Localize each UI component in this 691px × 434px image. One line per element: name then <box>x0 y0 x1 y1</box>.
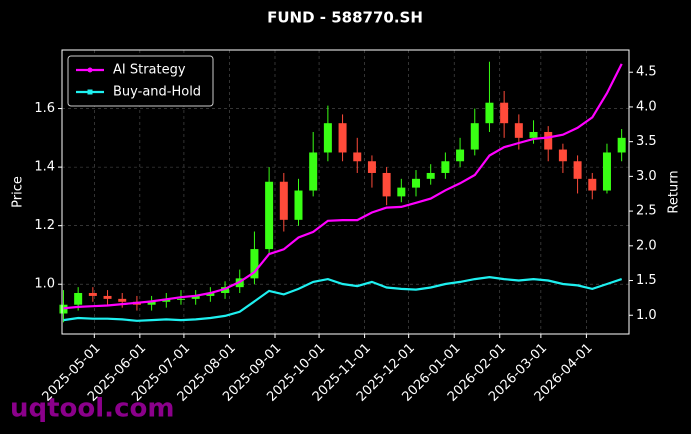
candle-body <box>265 181 274 250</box>
y2-tick-label: 2.0 <box>636 238 657 253</box>
y-tick-label: 1.6 <box>34 101 55 116</box>
y2-tick-label: 2.5 <box>636 204 657 219</box>
candle-body <box>367 161 376 173</box>
candle-body <box>426 172 435 179</box>
y-tick-label: 1.4 <box>34 160 55 175</box>
candle-body <box>191 295 200 299</box>
y2-tick-label: 4.0 <box>636 99 657 114</box>
legend-box <box>67 55 214 107</box>
candle-body <box>88 293 97 296</box>
candle-body <box>59 304 68 314</box>
y-tick-label: 1.0 <box>34 277 55 292</box>
candle-body <box>573 161 582 179</box>
legend-label: AI Strategy <box>113 63 186 78</box>
candle-body <box>338 123 347 153</box>
line-series <box>63 275 623 322</box>
candle-body <box>250 249 259 279</box>
candle-body <box>588 178 597 191</box>
line-series <box>63 63 623 310</box>
legend-marker <box>87 67 93 73</box>
candle-body <box>176 298 185 300</box>
candle-body <box>544 131 553 150</box>
candle-body <box>206 293 215 296</box>
candle-body <box>456 149 465 162</box>
candle-body <box>500 102 509 124</box>
candle-body <box>309 152 318 191</box>
candle-body <box>529 131 538 138</box>
candle-body <box>514 123 523 138</box>
candle-body <box>441 161 450 173</box>
candle-body <box>397 187 406 197</box>
plot-frame <box>61 49 630 335</box>
legend-marker <box>87 89 93 95</box>
y-axis-label: Price <box>11 176 26 208</box>
candle-body <box>382 172 391 197</box>
candle-body <box>412 178 421 188</box>
watermark: uqtool.com <box>10 394 174 424</box>
chart-title: FUND - 588770.SH <box>267 9 423 27</box>
candle-body <box>602 152 611 191</box>
y2-tick-label: 4.5 <box>636 65 657 80</box>
candle-body <box>118 298 127 302</box>
y2-tick-label: 1.0 <box>636 308 657 323</box>
candle-body <box>485 102 494 124</box>
y2-axis-label: Return <box>667 170 682 213</box>
candle-body <box>558 149 567 162</box>
legend-label: Buy-and-Hold <box>113 85 201 100</box>
candle-body <box>74 293 83 305</box>
candle-body <box>147 301 156 305</box>
candle-body <box>353 152 362 162</box>
candle-body <box>103 295 112 299</box>
y2-tick-label: 1.5 <box>636 273 657 288</box>
y-tick-label: 1.2 <box>34 218 55 233</box>
candle-body <box>279 181 288 220</box>
candle-body <box>323 123 332 153</box>
candle-body <box>617 137 626 153</box>
candle-body <box>294 190 303 220</box>
y2-tick-label: 3.5 <box>636 134 657 149</box>
candle-body <box>470 123 479 150</box>
y2-tick-label: 3.0 <box>636 169 657 184</box>
candle-body <box>221 287 230 294</box>
